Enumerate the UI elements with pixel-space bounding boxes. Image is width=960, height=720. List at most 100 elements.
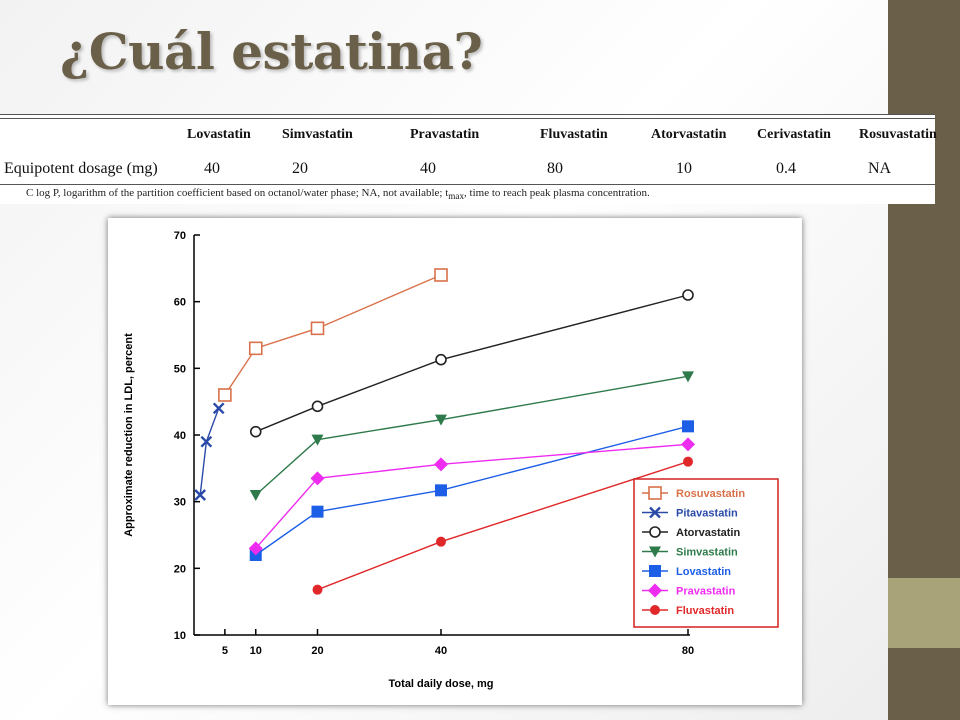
legend-label: Simvastatin [676, 547, 738, 559]
data-point-shape [435, 414, 447, 426]
data-point [683, 456, 693, 467]
legend-item: Simvastatin [642, 546, 738, 559]
legend-item: Pitavastatin [642, 506, 738, 520]
data-point-shape [683, 456, 693, 467]
data-point [249, 490, 262, 501]
equipotent-dosage-table: Lovastatin Simvastatin Pravastatin Fluva… [0, 114, 937, 204]
table-header-cell: Atorvastatin [651, 127, 727, 142]
x-tick-label: 10 [250, 645, 262, 657]
legend-marker-shape [648, 583, 662, 598]
data-point [200, 435, 213, 448]
legend-marker-shape [649, 526, 661, 538]
table-cell: 80 [547, 160, 563, 177]
data-point-shape [681, 437, 695, 452]
data-point-shape [434, 268, 448, 282]
y-tick-label: 10 [174, 630, 186, 642]
legend-marker-shape [650, 605, 660, 615]
series-simvastatin [249, 371, 694, 501]
legend-marker-shape [648, 486, 662, 500]
data-point [682, 289, 694, 301]
data-point [194, 489, 207, 501]
series-pitavastatin [194, 402, 225, 501]
footnote-text: C log P, logarithm of the partition coef… [26, 187, 449, 199]
data-point-shape [311, 505, 324, 518]
footnote-text-end: , time to reach peak plasma concentratio… [464, 187, 650, 199]
table-header-cell: Rosuvastatin [859, 127, 937, 142]
data-point-shape [434, 457, 448, 472]
data-point-shape [249, 490, 262, 501]
table-header-cell: Lovastatin [187, 127, 251, 142]
legend-marker [648, 486, 662, 500]
series-line [199, 408, 220, 496]
table-cell: 40 [204, 160, 220, 177]
data-point-shape [249, 425, 262, 438]
y-axis-label: Approximate reduction in LDL, percent [123, 333, 135, 537]
data-point [435, 353, 447, 366]
legend-label: Pravastatin [676, 586, 736, 598]
series-line [317, 461, 689, 591]
data-point [434, 457, 448, 472]
data-point [249, 425, 262, 438]
y-tick-label: 50 [174, 363, 186, 375]
legend-item: Atorvastatin [642, 526, 740, 539]
data-point [218, 388, 232, 402]
table-rule [0, 118, 935, 119]
data-point-shape [194, 489, 207, 501]
table-cell: 20 [292, 160, 308, 177]
legend-marker [648, 583, 662, 598]
data-point [312, 584, 323, 595]
legend-marker-shape [649, 506, 661, 519]
table-row-label: Equipotent dosage (mg) [4, 160, 158, 177]
table-header-cell: Cerivastatin [757, 127, 831, 142]
legend-label: Fluvastatin [676, 605, 734, 617]
data-point-shape [682, 371, 694, 383]
data-point [248, 341, 263, 356]
series-rosuvastatin [218, 268, 448, 402]
series-pravastatin [248, 437, 695, 556]
y-tick-label: 30 [174, 497, 186, 509]
data-point [212, 402, 225, 415]
y-tick-label: 20 [174, 563, 186, 575]
data-point-shape [435, 353, 447, 366]
data-point [434, 268, 448, 282]
legend-marker [649, 526, 661, 538]
data-point [310, 471, 325, 486]
chart-legend: Rosuvastatin Pitavastatin Atorvastatin Simv… [633, 478, 779, 628]
data-point-shape [435, 484, 447, 497]
legend-item: Fluvastatin [642, 605, 734, 617]
data-point [436, 536, 446, 547]
legend-box [633, 478, 779, 628]
table-rule [0, 184, 935, 185]
data-point-shape [248, 341, 263, 356]
data-point-shape [311, 400, 324, 413]
data-point [682, 371, 694, 383]
data-point [311, 505, 324, 518]
data-point-shape [682, 289, 694, 301]
legend-item: Pravastatin [642, 583, 736, 598]
legend-marker-shape [649, 546, 661, 558]
data-point [435, 484, 447, 497]
series-fluvastatin [312, 456, 693, 595]
legend-item: Rosuvastatin [642, 486, 745, 500]
data-point-shape [310, 471, 325, 486]
footnote-subscript: max [448, 191, 465, 202]
table-header-cell: Simvastatin [282, 127, 353, 142]
data-point-shape [436, 536, 446, 547]
data-point [681, 437, 695, 452]
legend-marker [649, 546, 661, 558]
legend-label: Lovastatin [676, 566, 731, 578]
data-point-shape [212, 402, 225, 415]
legend-item: Lovastatin [642, 565, 731, 578]
legend-label: Rosuvastatin [676, 488, 745, 500]
y-tick-label: 40 [174, 430, 186, 442]
data-point [248, 541, 263, 556]
legend-marker-shape [649, 565, 661, 577]
table-footnote: C log P, logarithm of the partition coef… [26, 187, 650, 201]
data-point [311, 400, 324, 413]
table-cell: 40 [420, 160, 436, 177]
legend-marker [650, 605, 660, 615]
data-point [310, 321, 325, 336]
x-tick-label: 5 [222, 645, 228, 657]
table-header-cell: Pravastatin [410, 127, 480, 142]
data-point-shape [248, 541, 263, 556]
